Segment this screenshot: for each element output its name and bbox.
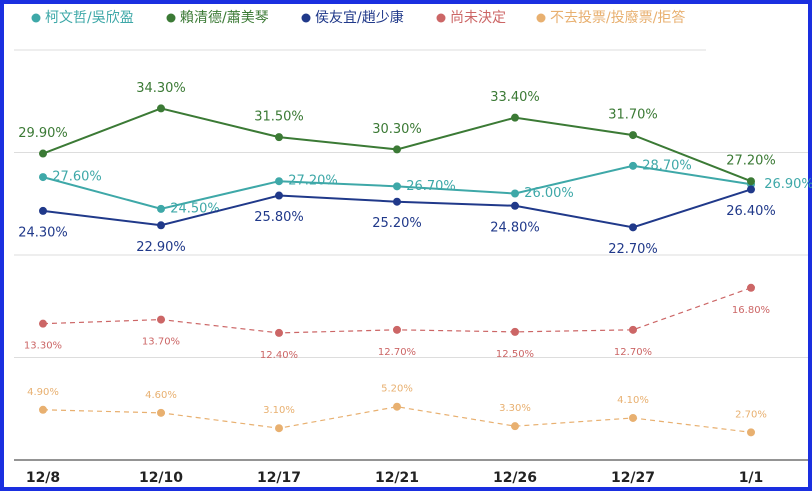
value-label: 34.30%	[136, 81, 186, 96]
legend-label: 尚未決定	[450, 10, 506, 26]
legend-marker	[166, 13, 176, 23]
point	[393, 145, 401, 154]
legend-marker	[31, 13, 41, 23]
point	[393, 197, 401, 206]
value-label: 33.40%	[490, 90, 540, 105]
value-label: 13.30%	[24, 341, 62, 352]
value-label: 4.10%	[617, 395, 649, 406]
point	[157, 204, 165, 213]
value-label: 27.20%	[726, 154, 776, 169]
value-label: 22.70%	[608, 242, 658, 257]
point	[629, 223, 637, 232]
value-label: 12.40%	[260, 350, 298, 361]
x-tick-label: 12/17	[257, 470, 301, 486]
value-label: 12.70%	[614, 347, 652, 358]
point	[157, 315, 165, 324]
value-label: 22.90%	[136, 240, 186, 255]
value-label: 24.30%	[18, 225, 68, 240]
point	[511, 189, 519, 198]
value-label: 30.30%	[372, 122, 422, 137]
point	[747, 185, 755, 194]
x-tick-label: 12/10	[139, 470, 183, 486]
point	[747, 177, 755, 186]
point	[511, 113, 519, 122]
point	[39, 149, 47, 158]
legend-label: 不去投票/投廢票/拒答	[550, 9, 685, 26]
point	[275, 424, 283, 433]
value-label: 2.70%	[735, 409, 767, 420]
point	[157, 221, 165, 230]
point	[393, 402, 401, 411]
value-label: 26.00%	[524, 186, 574, 201]
point	[157, 104, 165, 113]
point	[393, 325, 401, 334]
value-label: 25.80%	[254, 210, 304, 225]
point	[275, 191, 283, 200]
point	[629, 413, 637, 422]
value-label: 31.50%	[254, 110, 304, 125]
legend-marker	[436, 13, 446, 23]
point	[511, 201, 519, 210]
value-label: 29.90%	[18, 126, 68, 141]
value-label: 27.60%	[52, 170, 102, 185]
value-label: 26.70%	[406, 179, 456, 194]
legend-marker	[301, 13, 311, 23]
value-label: 3.30%	[499, 403, 531, 414]
value-label: 12.50%	[496, 349, 534, 360]
point	[39, 319, 47, 328]
point	[629, 325, 637, 334]
value-label: 4.60%	[145, 390, 177, 401]
point	[275, 328, 283, 337]
value-label: 25.20%	[372, 216, 422, 231]
legend-marker	[536, 13, 546, 23]
legend-label: 柯文哲/吳欣盈	[45, 10, 134, 26]
value-label: 4.90%	[27, 387, 59, 398]
x-tick-label: 12/21	[375, 470, 419, 486]
value-label: 28.70%	[642, 158, 692, 173]
point	[629, 161, 637, 170]
point	[275, 177, 283, 186]
point	[39, 173, 47, 182]
point	[39, 405, 47, 414]
value-label: 27.20%	[288, 174, 338, 189]
value-label: 31.70%	[608, 108, 658, 123]
x-tick-label: 12/26	[493, 470, 537, 486]
point	[511, 422, 519, 431]
x-tick-label: 1/1	[739, 470, 764, 486]
legend-label: 賴清德/蕭美琴	[180, 10, 269, 26]
point	[747, 283, 755, 292]
value-label: 12.70%	[378, 347, 416, 358]
point	[393, 182, 401, 191]
point	[275, 133, 283, 142]
value-label: 24.50%	[170, 201, 220, 216]
point	[747, 428, 755, 437]
legend-label: 侯友宜/趙少康	[315, 9, 404, 26]
point	[511, 327, 519, 336]
value-label: 13.70%	[142, 337, 180, 348]
point	[39, 206, 47, 215]
x-tick-label: 12/8	[26, 470, 60, 486]
value-label: 5.20%	[381, 384, 413, 395]
value-label: 16.80%	[732, 305, 770, 316]
value-label: 24.80%	[490, 220, 540, 235]
value-label: 26.90%	[764, 177, 812, 192]
point	[157, 408, 165, 417]
value-label: 3.10%	[263, 405, 295, 416]
point	[629, 131, 637, 140]
x-tick-label: 12/27	[611, 470, 655, 486]
value-label: 26.40%	[726, 204, 776, 219]
